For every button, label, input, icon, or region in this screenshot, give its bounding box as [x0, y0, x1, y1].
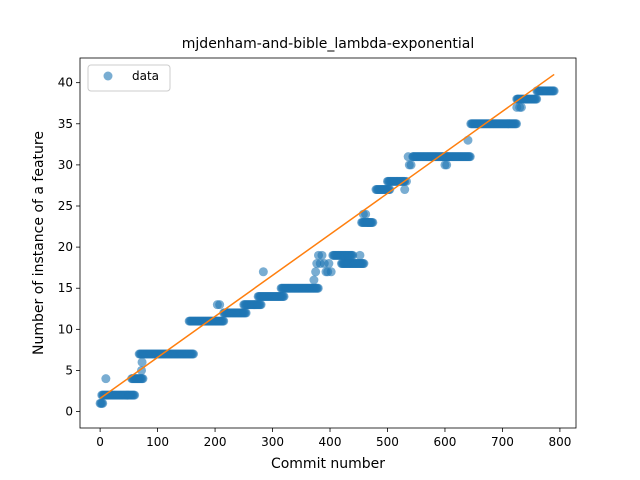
legend-box [87, 64, 171, 92]
legend: data [87, 64, 171, 92]
data-point [138, 374, 148, 384]
data-point [137, 357, 147, 367]
y-axis-label: Number of instance of a feature [31, 131, 47, 355]
data-point [317, 250, 327, 260]
data-point [532, 94, 542, 104]
data-point [361, 209, 371, 219]
legend-marker-data [103, 71, 113, 81]
x-tick-label: 700 [491, 435, 514, 449]
legend-label-data: data [132, 69, 159, 83]
data-point [365, 217, 375, 227]
x-axis-label: Commit number [271, 456, 385, 472]
data-point [313, 283, 323, 293]
data-point [406, 160, 416, 170]
y-tick-label: 30 [58, 158, 73, 172]
data-point [212, 300, 222, 310]
x-tick-label: 600 [434, 435, 457, 449]
data-point [408, 152, 418, 162]
x-tick-label: 400 [319, 435, 342, 449]
data-point [442, 160, 452, 170]
chart-title: mjdenham-and-bible_lambda-exponential [182, 36, 474, 52]
y-tick-label: 0 [65, 405, 73, 419]
data-point [549, 86, 559, 96]
x-axis: 0 100 200 300 400 500 600 700 800 [96, 428, 571, 449]
data-point [241, 308, 251, 318]
y-tick-label: 15 [58, 281, 73, 295]
data-point [256, 300, 266, 310]
data-point [130, 390, 140, 400]
fit-line [99, 73, 555, 400]
data-point [400, 185, 410, 195]
x-tick-label: 300 [261, 435, 284, 449]
x-tick-label: 200 [204, 435, 227, 449]
y-tick-label: 5 [65, 363, 73, 377]
data-point [311, 267, 321, 277]
y-tick-label: 35 [58, 117, 73, 131]
data-point [136, 365, 146, 375]
y-tick-label: 10 [58, 322, 73, 336]
data-point [98, 398, 108, 408]
data-point [516, 102, 526, 112]
data-point [385, 185, 395, 195]
data-point [355, 250, 365, 260]
y-tick-label: 25 [58, 199, 73, 213]
fit-line-layer [99, 73, 555, 400]
y-tick-label: 40 [58, 76, 73, 90]
y-axis: 0 5 10 15 20 25 30 35 40 [58, 76, 80, 419]
data-point [463, 135, 473, 145]
data-point [326, 267, 336, 277]
data-point [512, 119, 522, 129]
x-tick-label: 500 [376, 435, 399, 449]
data-point [465, 152, 475, 162]
data-point [324, 259, 334, 269]
data-point [189, 349, 199, 359]
x-tick-label: 0 [96, 435, 104, 449]
data-point [258, 267, 268, 277]
data-point [348, 250, 358, 260]
x-tick-label: 800 [548, 435, 571, 449]
data-point [359, 259, 369, 269]
plot-frame [79, 57, 577, 429]
data-point [101, 374, 111, 384]
data-point [219, 316, 229, 326]
data-point [279, 291, 289, 301]
y-tick-label: 20 [58, 240, 73, 254]
data-point [309, 275, 319, 285]
points-layer [95, 86, 559, 408]
x-tick-label: 100 [146, 435, 169, 449]
